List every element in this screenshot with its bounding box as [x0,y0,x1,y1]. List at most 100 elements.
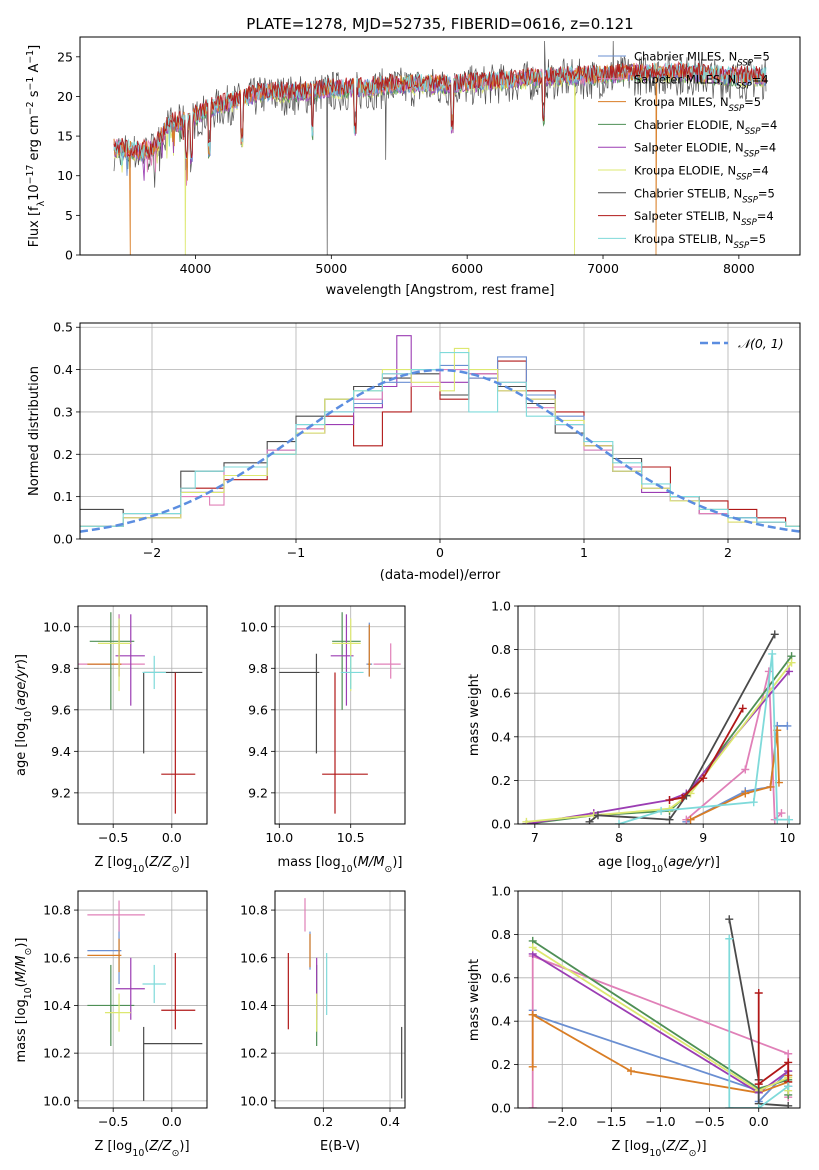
y-tick-label: 9.2 [248,785,268,800]
y-tick-label: 10.0 [43,619,71,634]
label-part: log [321,855,341,870]
legend-text: Salpeter STELIB, N [634,209,741,223]
histogram-legend: 𝒩(0, 1) [700,336,784,351]
mass-weight-marker [725,1104,734,1108]
mass-weight-marker [528,1104,537,1108]
y-tick-label: 1.0 [491,884,511,899]
y-tick-label: 0 [65,248,73,263]
mass_vs_ebv-axes: 0.2 0.4 10.0 10.2 10.4 10.6 10.8 E(B-V) [240,891,405,1154]
y-tick-label: 25 [57,49,73,64]
mass_vs_ebv-frame [274,890,406,1109]
mass_weight_vs_age-lines [522,630,796,824]
mass-weight-marker [665,815,674,824]
legend-entry: Kroupa MILES, NSSP=5 [634,95,761,114]
legend-tail: =4 [759,141,776,155]
mass_vs_Z-frame [77,890,208,1109]
mw-age-ylabel: mass weight [467,674,482,756]
y-tick-label: 9.6 [248,702,268,717]
y-tick-label: 9.4 [248,744,268,759]
label-part: λ [36,200,47,206]
label-part: age/yr [14,662,29,705]
y-tick-label: 0.2 [491,1057,511,1072]
legend-sub: SSP [737,59,753,69]
y-tick-label: 0.6 [491,970,511,985]
mass-weight-marker [626,1067,635,1076]
residual_hist-frame [79,322,801,540]
label-part: mass weight [467,674,482,756]
mass-weight-marker [770,630,779,639]
label-part: ( [353,855,358,870]
x-tick-label: 0.0 [162,1114,182,1129]
age_vs_Z-errorbars [78,612,203,814]
mass-z-ylabel: mass [log10(M/M⊙)] [14,938,34,1063]
legend-text: Chabrier ELODIE, N [634,118,745,132]
mass_vs_ebv-errorbars [287,898,403,1099]
label-part: Z/Z [665,1139,689,1154]
x-tick-label: −2 [143,545,161,560]
label-part: −17 [25,165,36,185]
x-tick-label: −1.0 [645,1114,675,1129]
label-part: ( [14,706,29,711]
mass-weight-marker [783,721,792,730]
label-part: ⊙ [385,864,393,875]
age-z-ylabel: age [log10(age/yr)] [14,654,34,776]
label-part: age [ [598,855,631,870]
x-tick-label: −1.5 [596,1114,626,1129]
legend-entry: Kroupa STELIB, NSSP=5 [634,232,766,251]
label-part: ] [27,45,42,50]
label-part: ⊙ [689,1148,697,1159]
mass-weight-marker [784,1101,793,1108]
residual_hist-axes: −2 −1 0 1 2 0.0 0.1 0.2 0.3 0.4 0.5 (data-model)/er… [27,320,800,583]
legend-tail: =4 [760,118,777,132]
y-tick-label: 0.4 [491,729,511,744]
age_vs_Z-axes: −0.5 0.09.29.49.69.810.0Z [log10(Z/Z⊙)]ag… [14,606,207,875]
mass_weight_vs_Z-lines [528,915,793,1108]
mass-weight-marker [615,820,624,824]
label-part: )] [392,855,402,870]
label-part: Normed distribution [27,366,42,496]
legend-sub: SSP [736,81,752,91]
label-part: erg cm [27,115,42,164]
legend-sub: SSP [744,150,760,160]
y-tick-label: 10.4 [240,998,268,1013]
label-part: )] [696,1139,706,1154]
mass-weight-marker [784,1082,793,1091]
x-tick-label: −0.5 [694,1114,724,1129]
label-part: )] [14,938,29,948]
y-tick-label: 0.4 [491,1014,511,1029]
label-part: log [630,1139,650,1154]
x-tick-label: −0.5 [98,1114,128,1129]
label-part: ( [14,982,29,987]
mass-weight-marker [768,649,777,658]
hist-ylabel: Normed distribution [27,366,42,496]
mass-weight-marker [522,817,531,824]
y-tick-label: 0.4 [53,362,73,377]
spectrum-lines [113,40,767,255]
label-part: 10 [132,864,144,875]
legend-text: Salpeter ELODIE, N [634,141,744,155]
y-tick-label: 0.2 [491,773,511,788]
y-tick-label: 1.0 [491,599,511,614]
legend-tail: =5 [744,95,761,109]
y-tick-label: 0.1 [53,489,73,504]
mass-weight-marker [528,943,537,952]
label-part: −1 [25,50,36,64]
mass-weight-series [618,653,790,824]
y-tick-label: 0.0 [491,817,511,832]
y-tick-label: 10.0 [240,1093,268,1108]
legend-tail: =5 [749,232,766,246]
label-part: 10 [651,864,663,875]
label-part: Z [ [94,855,112,870]
label-part: ⊙ [23,948,34,956]
legend-text: Chabrier STELIB, N [634,186,742,200]
mass-weight-marker [686,815,695,824]
legend-text: Chabrier MILES, N [634,50,737,64]
spectrum-series [113,60,767,160]
spectrum-xlabel: wavelength [Angstrom, rest frame] [326,283,555,298]
mass-weight-marker [678,793,687,802]
label-part: Z/Z [148,855,172,870]
mass-weight-marker [585,817,594,824]
label-part: 10 [341,864,353,875]
mass-weight-marker [741,789,750,798]
x-tick-label: 9 [699,830,707,845]
